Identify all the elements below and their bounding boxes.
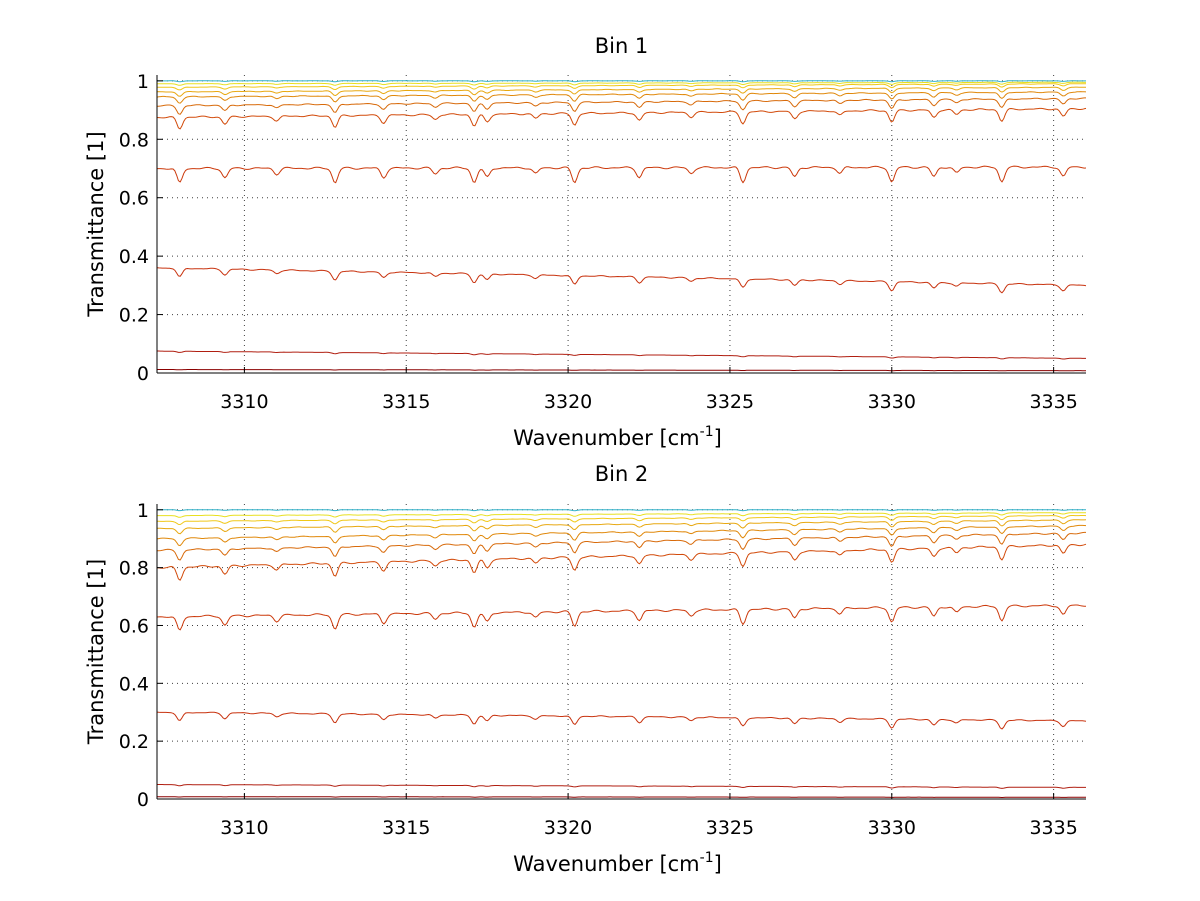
- x-tick-label: 3325: [706, 817, 754, 839]
- series-line-5: [156, 543, 1087, 581]
- series-line-6: [157, 531, 1086, 561]
- y-tick-label: 1: [137, 71, 149, 93]
- x-axis-label-superscript: -1: [700, 424, 714, 440]
- x-tick-label: 3335: [1029, 817, 1077, 839]
- subplot-2: 3310 3315 3320 3325 3330 3335 0 0.2 0.4 0.6 0.8 1 Bi…: [84, 462, 1087, 876]
- series-line-1: [157, 796, 1086, 798]
- x-tick-label: 3315: [382, 817, 430, 839]
- x-tick-label: 3325: [706, 391, 754, 413]
- x-tick-label: 3330: [868, 817, 916, 839]
- subplot-1: 3310 3315 3320 3325 3330 3335 0 0.2 0.4 0.6 0.8 1 Bi…: [84, 34, 1087, 450]
- x-tick-label: 3320: [544, 817, 592, 839]
- series-line-11: [157, 509, 1086, 512]
- series-line-6: [157, 97, 1086, 115]
- x-tick-label: 3330: [868, 391, 916, 413]
- x-axis-label: Wavenumber [cm-1]: [513, 424, 722, 450]
- y-tick-label: 0.4: [119, 246, 149, 268]
- series-line-9: [157, 83, 1087, 91]
- series-line-10: [157, 81, 1086, 86]
- series-line-1: [157, 369, 1086, 372]
- y-tick-label: 0.8: [119, 558, 149, 580]
- series-line-4: [156, 604, 1087, 631]
- series-line-3: [156, 267, 1087, 294]
- series-line-8: [156, 86, 1086, 97]
- y-axis-label: Transmittance [1]: [84, 131, 108, 317]
- x-axis-label-suffix: ]: [714, 852, 722, 876]
- x-axis-label-suffix: ]: [714, 426, 722, 450]
- x-axis-label-superscript: -1: [700, 850, 714, 866]
- x-axis-label: Wavenumber [cm-1]: [513, 850, 722, 876]
- series-line-3: [156, 711, 1087, 730]
- series-line-2: [157, 784, 1086, 789]
- x-axis-label-main: Wavenumber [cm: [513, 426, 699, 450]
- series-line-8: [156, 519, 1087, 535]
- chart-title: Bin 1: [595, 34, 649, 58]
- series-line-9: [156, 515, 1087, 525]
- y-axis-label: Transmittance [1]: [84, 559, 108, 745]
- y-tick-label: 0: [137, 789, 149, 811]
- x-axis-label-main: Wavenumber [cm: [513, 852, 699, 876]
- x-tick-label: 3315: [382, 391, 430, 413]
- series-line-2: [157, 350, 1086, 360]
- y-tick-label: 0.4: [119, 673, 149, 695]
- series-line-7: [156, 91, 1087, 104]
- y-tick-label: 0.8: [119, 129, 149, 151]
- y-tick-label: 0: [137, 363, 149, 385]
- series-line-7: [156, 524, 1087, 547]
- y-tick-label: 0.2: [119, 731, 149, 753]
- y-tick-label: 0.6: [119, 615, 149, 637]
- series-line-5: [156, 107, 1087, 130]
- y-tick-label: 1: [137, 500, 149, 522]
- x-tick-label: 3320: [544, 391, 592, 413]
- y-tick-label: 0.2: [119, 305, 149, 327]
- x-tick-label: 3310: [220, 391, 268, 413]
- chart-title: Bin 2: [595, 462, 649, 486]
- x-tick-label: 3335: [1029, 391, 1077, 413]
- series-line-11: [156, 80, 1086, 83]
- series-line-10: [157, 512, 1086, 518]
- x-tick-label: 3310: [220, 817, 268, 839]
- y-tick-label: 0.6: [119, 188, 149, 210]
- series-line-4: [157, 165, 1087, 184]
